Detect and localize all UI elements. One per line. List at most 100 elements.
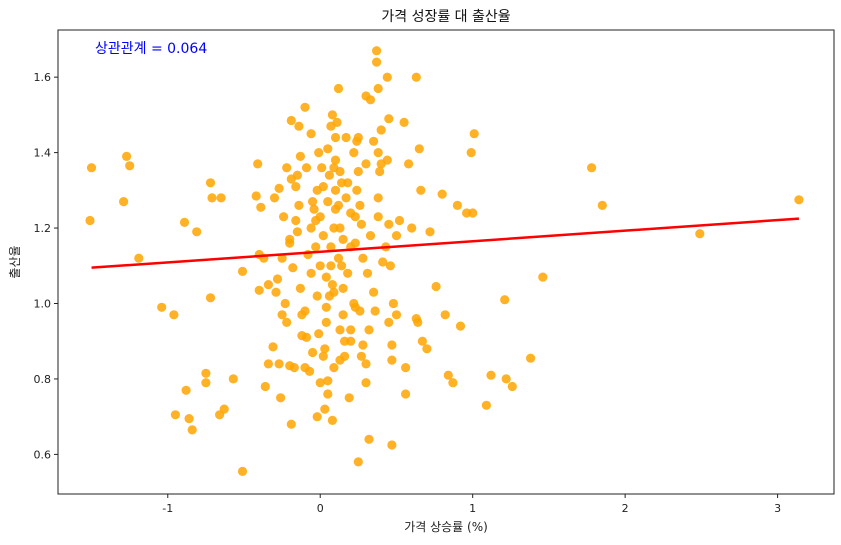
- data-point-62: [305, 366, 315, 376]
- data-point-107: [353, 166, 363, 177]
- data-point-125: [372, 46, 382, 56]
- data-point-189: [343, 268, 353, 278]
- data-point-81: [326, 261, 336, 271]
- data-point-72: [315, 378, 325, 388]
- data-point-69: [314, 148, 324, 158]
- data-point-78: [321, 302, 331, 312]
- data-point-80: [327, 280, 337, 290]
- data-point-137: [394, 215, 405, 226]
- data-point-216: [378, 257, 388, 267]
- y-tick-label: 0.8: [34, 373, 52, 386]
- data-point-201: [343, 178, 353, 188]
- data-point-113: [361, 359, 371, 369]
- y-axis-ticks: 0.6 0.8 1.0 1.2 1.4 1.6: [34, 71, 58, 461]
- data-point-98: [346, 336, 356, 346]
- data-point-147: [414, 144, 424, 154]
- data-point-42: [279, 212, 289, 222]
- data-point-58: [289, 363, 299, 373]
- data-point-9: [192, 227, 202, 237]
- data-point-118: [373, 193, 383, 203]
- y-tick-label: 0.6: [34, 448, 52, 461]
- data-point-36: [274, 359, 284, 369]
- data-point-160: [466, 148, 476, 158]
- data-point-117: [373, 212, 383, 222]
- data-point-15: [181, 385, 191, 395]
- data-point-152: [431, 281, 441, 292]
- y-axis-label: 출산율: [8, 245, 22, 278]
- data-point-106: [353, 132, 363, 143]
- data-point-191: [356, 219, 366, 229]
- data-point-104: [352, 185, 362, 195]
- data-point-200: [335, 325, 345, 335]
- data-point-131: [387, 355, 397, 365]
- data-point-91: [335, 223, 345, 233]
- x-tick-label: -1: [162, 502, 173, 515]
- data-point-18: [201, 368, 211, 378]
- data-point-195: [364, 325, 374, 335]
- data-point-212: [326, 121, 336, 131]
- data-point-26: [253, 159, 263, 169]
- data-point-132: [387, 340, 397, 350]
- data-point-149: [417, 336, 427, 346]
- data-point-199: [329, 363, 339, 373]
- data-point-128: [382, 155, 392, 165]
- data-point-44: [286, 115, 296, 126]
- data-point-196: [321, 317, 331, 327]
- data-point-223: [301, 163, 312, 173]
- data-point-207: [295, 283, 305, 293]
- data-point-112: [361, 378, 371, 388]
- data-point-140: [401, 363, 411, 373]
- data-point-56: [286, 419, 296, 429]
- data-point-219: [327, 415, 337, 425]
- data-point-183: [318, 231, 328, 241]
- correlation-annotation: 상관관계 = 0.064: [95, 41, 207, 57]
- data-point-129: [384, 219, 394, 229]
- data-point-70: [312, 291, 322, 301]
- data-point-37: [277, 310, 287, 320]
- data-point-41: [274, 183, 284, 193]
- data-point-11: [207, 193, 217, 203]
- data-point-178: [324, 170, 334, 180]
- data-point-173: [794, 195, 804, 205]
- data-point-115: [364, 434, 374, 444]
- data-point-158: [455, 321, 466, 331]
- data-point-46: [300, 102, 310, 112]
- data-point-8: [179, 217, 190, 227]
- data-point-146: [413, 317, 423, 327]
- data-point-23: [237, 266, 248, 276]
- data-point-206: [280, 298, 290, 309]
- data-point-4: [119, 197, 129, 207]
- data-point-43: [282, 163, 292, 173]
- data-point-188: [333, 253, 344, 263]
- data-point-54: [291, 215, 301, 226]
- data-point-87: [330, 132, 341, 143]
- data-point-108: [361, 159, 371, 169]
- data-point-171: [597, 200, 607, 210]
- data-point-182: [346, 208, 356, 218]
- y-tick-label: 1.6: [34, 71, 52, 84]
- data-point-19: [201, 378, 211, 388]
- plot-frame: [57, 29, 835, 495]
- data-point-10: [205, 178, 216, 188]
- data-point-221: [329, 163, 339, 173]
- data-point-170: [587, 163, 597, 173]
- data-point-67: [309, 204, 319, 214]
- x-tick-label: 2: [622, 502, 629, 515]
- data-point-21: [219, 404, 229, 414]
- data-point-49: [292, 170, 302, 180]
- data-point-215: [282, 317, 292, 327]
- data-point-40: [269, 193, 280, 203]
- data-point-185: [315, 261, 325, 271]
- data-point-192: [358, 253, 368, 263]
- data-point-13: [205, 293, 216, 303]
- data-point-220: [344, 393, 354, 403]
- data-point-142: [404, 159, 414, 169]
- data-point-161: [468, 208, 478, 218]
- data-point-86: [330, 155, 341, 165]
- data-point-85: [330, 185, 341, 195]
- data-point-47: [306, 129, 316, 139]
- data-point-163: [481, 400, 491, 410]
- data-point-205: [277, 253, 287, 263]
- data-point-35: [276, 393, 286, 403]
